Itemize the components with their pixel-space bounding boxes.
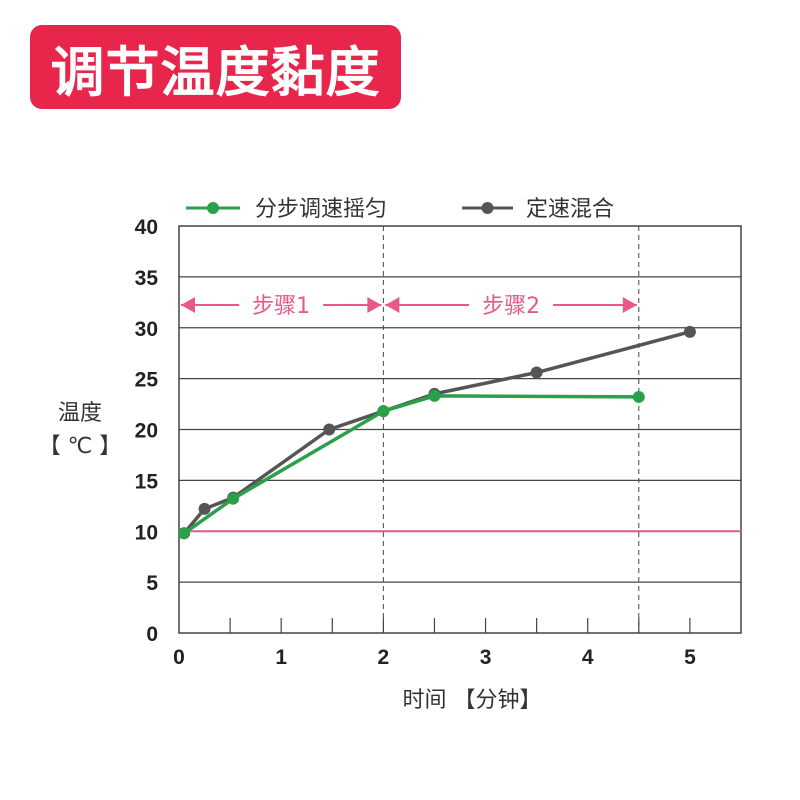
legend-layer: 分步调速摇匀 定速混合: [186, 197, 614, 222]
series-2-point: [198, 502, 211, 515]
y-tick-label: 0: [146, 623, 158, 646]
series-2-point: [683, 325, 696, 338]
series-line-2: [182, 330, 691, 535]
x-tick-label: 5: [684, 646, 696, 669]
y-tick-label: 5: [146, 572, 158, 595]
step-arrowhead-right: [367, 297, 382, 313]
x-axis-label: 时间 【分钟】: [403, 688, 542, 713]
series-2-point: [323, 423, 336, 436]
y-tick-label: 25: [135, 369, 159, 392]
series-1-point: [178, 527, 191, 540]
y-tick-label: 10: [135, 521, 158, 544]
x-tick-label: 0: [173, 646, 185, 669]
y-axis-label-line2: 【 ℃ 】: [39, 434, 122, 459]
series-1-point: [227, 492, 240, 505]
y-axis-label-line1: 温度: [58, 401, 102, 426]
series-1-point: [632, 390, 645, 403]
series-1-point: [377, 405, 390, 418]
y-tick-label: 40: [135, 216, 158, 239]
series-2-point: [530, 366, 543, 379]
step-label: 步骤1: [252, 294, 310, 319]
page-title: 调节温度黏度: [50, 40, 381, 104]
series-1-point: [428, 389, 441, 402]
legend-marker-1: [207, 202, 219, 214]
step-arrowhead-left: [385, 297, 400, 313]
step-label: 步骤2: [482, 294, 540, 319]
series-line-1: [183, 394, 639, 535]
title-banner: 调节温度黏度: [30, 25, 401, 109]
legend-label-1: 分步调速摇匀: [255, 197, 387, 222]
y-tick-label: 35: [135, 267, 159, 290]
y-tick-label: 30: [135, 318, 158, 341]
x-tick-label: 2: [378, 646, 390, 669]
axis-layer: 0 5 10 15 20 25 30 35 40 0 1 2 3 4 5: [135, 216, 696, 669]
step-arrowhead-right: [622, 297, 637, 313]
y-tick-label: 20: [135, 420, 158, 443]
series-layer: [178, 325, 696, 540]
grid-layer: [178, 225, 742, 634]
x-tick-label: 1: [275, 646, 287, 669]
x-tick-label: 4: [582, 646, 594, 669]
x-tick-label: 3: [480, 646, 492, 669]
step-arrowhead-left: [181, 297, 195, 313]
steps-layer: 步骤1 步骤2: [181, 294, 637, 319]
y-tick-label: 15: [135, 470, 159, 493]
legend-label-2: 定速混合: [526, 197, 614, 222]
legend-marker-2: [481, 202, 494, 214]
